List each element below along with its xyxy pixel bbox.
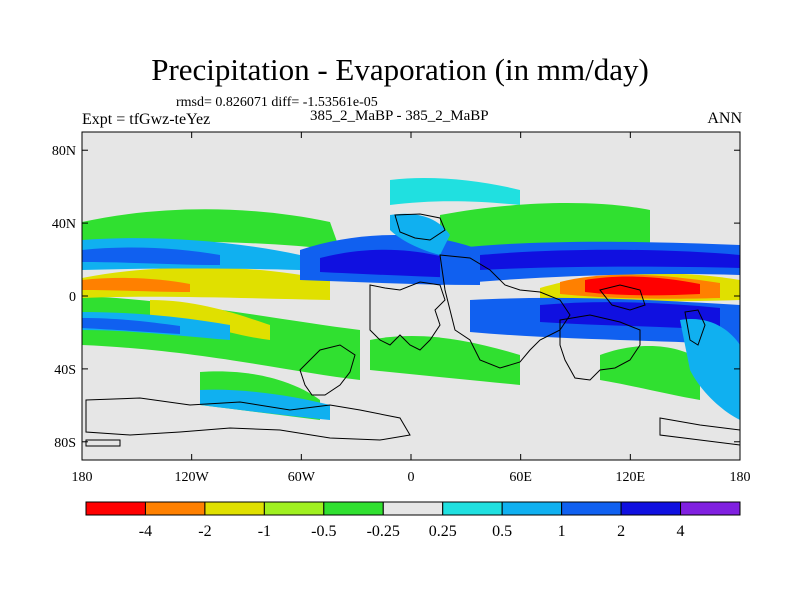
continent-outline (85, 397, 411, 441)
continent-outline (394, 213, 446, 241)
colorbar-label: -4 (139, 523, 152, 540)
colorbar-label: 0.5 (492, 523, 512, 540)
field-region-blue-south (82, 318, 180, 334)
colorbar-label: -0.5 (311, 523, 336, 540)
y-tick-label: 80S (54, 436, 76, 451)
field-region-green-aus (600, 345, 700, 400)
field-region-green-asia (440, 203, 650, 250)
field-region-cyan-north (390, 178, 520, 205)
colorbar-label: -1 (258, 523, 271, 540)
continent-outline (299, 344, 356, 396)
colorbar-swatch (323, 501, 384, 516)
field-region-blue-europe (390, 213, 450, 255)
continent-outline (369, 281, 446, 351)
field-region-yellow-eq (82, 267, 330, 300)
x-tick-label: 180 (72, 470, 93, 485)
field-layer (82, 132, 740, 460)
field-region-darkblue-indian (540, 302, 720, 330)
season-label: ANN (707, 110, 742, 127)
field-region-blue-nz (680, 319, 740, 420)
colorbar-label: 0.25 (429, 523, 457, 540)
field-region-green-africa (370, 335, 520, 385)
continent-outline (439, 254, 571, 369)
colorbar-swatch (680, 501, 741, 516)
field-region-orange-west (82, 277, 190, 292)
y-tick-label: 40N (52, 217, 76, 232)
colorbar-label: -0.25 (367, 523, 400, 540)
x-tick-label: 0 (408, 470, 415, 485)
case-label: 385_2_MaBP - 385_2_MaBP (310, 108, 489, 124)
continent-outline (85, 439, 121, 447)
continent-outline (559, 314, 641, 381)
y-tick-label: 40S (54, 363, 76, 378)
colorbar-label: 2 (617, 523, 625, 540)
x-tick-label: 60E (509, 470, 532, 485)
stats-line: rmsd= 0.826071 diff= -1.53561e-05 (176, 95, 378, 110)
continent-outline (684, 309, 706, 346)
x-tick-label: 180 (730, 470, 751, 485)
experiment-label: Expt = tfGwz-teYez (82, 111, 211, 128)
x-tick-label: 60W (288, 470, 316, 485)
field-region-blue-north (82, 247, 220, 265)
chart-title: Precipitation - Evaporation (in mm/day) (151, 52, 649, 87)
colorbar-swatch (144, 501, 206, 516)
colorbar-swatch (561, 501, 622, 516)
colorbar-swatch (382, 501, 444, 516)
field-region-darkblue-asia (480, 249, 740, 270)
colorbar-swatch (204, 501, 265, 516)
colorbar-label: -2 (198, 523, 211, 540)
continent-outline (659, 417, 740, 446)
colorbar-swatch (501, 501, 563, 516)
x-tick-label: 120W (175, 470, 210, 485)
colorbar-label: 1 (558, 523, 566, 540)
y-tick-label: 80N (52, 144, 76, 159)
field-region-red-pacific (585, 276, 700, 296)
field-region-blue-southocean (200, 389, 330, 420)
continent-outline (599, 284, 646, 311)
field-region-yellow-south (150, 300, 270, 340)
colorbar-swatch (620, 501, 682, 516)
colorbar-swatch (442, 501, 503, 516)
colorbar-swatch (85, 501, 146, 516)
colorbar-swatch (263, 501, 325, 516)
field-region-darkblue-atlantic (320, 249, 460, 278)
colorbar-label: 4 (677, 523, 685, 540)
x-tick-label: 120E (616, 470, 646, 485)
y-tick-label: 0 (69, 290, 76, 305)
